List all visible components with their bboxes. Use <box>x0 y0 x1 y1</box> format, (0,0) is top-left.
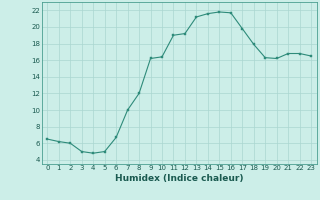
X-axis label: Humidex (Indice chaleur): Humidex (Indice chaleur) <box>115 174 244 183</box>
